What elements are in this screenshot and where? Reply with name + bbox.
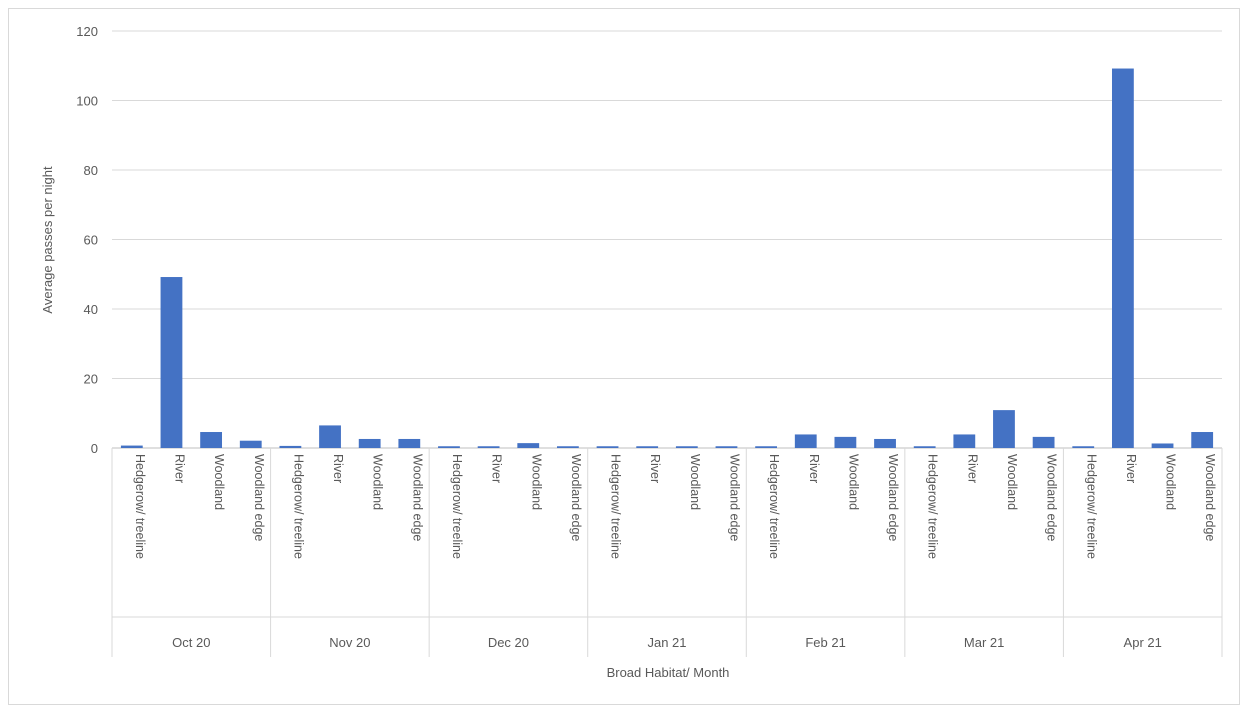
y-tick-label: 0	[91, 441, 98, 456]
bar	[675, 446, 698, 448]
category-label: Woodland edge	[410, 454, 424, 541]
bar	[913, 446, 936, 448]
bar	[358, 438, 381, 448]
bar	[715, 446, 738, 448]
category-label: River	[172, 454, 186, 483]
bar	[1151, 443, 1174, 448]
group-label: Mar 21	[964, 635, 1004, 650]
bar	[834, 436, 857, 448]
category-label: River	[1124, 454, 1138, 483]
category-label: Woodland edge	[1203, 454, 1217, 541]
category-label: River	[490, 454, 504, 483]
category-label: Woodland	[371, 454, 385, 510]
category-label: Hedgerow/ treeline	[609, 454, 623, 559]
y-axis-title: Average passes per night	[40, 166, 55, 314]
group-labels: Oct 20 Nov 20 Dec 20 Jan 21 Feb 21 Mar 21 Apr …	[172, 635, 1162, 650]
bar	[160, 277, 183, 448]
bar	[993, 410, 1015, 448]
category-label: Woodland	[846, 454, 860, 510]
x-axis-title: Broad Habitat/ Month	[607, 665, 730, 680]
group-label: Feb 21	[805, 635, 845, 650]
category-label: Hedgerow/ treeline	[450, 454, 464, 559]
category-labels: Hedgerow/ treeline River Woodland Woodland …	[133, 454, 1217, 559]
category-label: Woodland	[1005, 454, 1019, 510]
y-tick-labels: 0 20 40 60 80 100 120	[76, 24, 98, 456]
bar	[477, 446, 500, 448]
bar	[755, 446, 778, 448]
bar	[794, 434, 817, 448]
bar	[556, 446, 579, 448]
bar	[398, 438, 421, 448]
gridlines	[111, 30, 1223, 657]
bar	[319, 425, 341, 448]
category-label: River	[965, 454, 979, 483]
category-label: River	[648, 454, 662, 483]
category-label: Woodland edge	[727, 454, 741, 541]
y-tick-label: 120	[76, 24, 98, 39]
category-label: Woodland edge	[252, 454, 266, 541]
category-label: Woodland	[529, 454, 543, 510]
y-tick-label: 40	[84, 302, 98, 317]
category-label: River	[807, 454, 821, 483]
bar	[517, 443, 540, 448]
y-tick-label: 100	[76, 94, 98, 109]
bar	[1111, 68, 1134, 448]
bars	[120, 68, 1214, 448]
group-label: Jan 21	[647, 635, 686, 650]
group-label: Nov 20	[329, 635, 370, 650]
bar	[279, 445, 302, 448]
category-label: Woodland edge	[1045, 454, 1059, 541]
category-label: Woodland	[1164, 454, 1178, 510]
bar	[1032, 436, 1055, 448]
chart-frame	[8, 8, 1240, 705]
group-label: Dec 20	[488, 635, 529, 650]
category-label: Hedgerow/ treeline	[767, 454, 781, 559]
category-label: Hedgerow/ treeline	[291, 454, 305, 559]
category-label: Woodland	[212, 454, 226, 510]
category-label: Hedgerow/ treeline	[133, 454, 147, 559]
bar	[953, 434, 976, 448]
y-tick-label: 60	[84, 233, 98, 248]
bar	[438, 446, 460, 448]
category-label: Woodland edge	[569, 454, 583, 541]
bar	[1072, 446, 1095, 448]
group-label: Oct 20	[172, 635, 210, 650]
bar	[120, 445, 143, 448]
bar	[874, 438, 896, 448]
bar	[596, 446, 619, 448]
category-label: Woodland	[688, 454, 702, 510]
category-label: River	[331, 454, 345, 483]
category-label: Woodland edge	[886, 454, 900, 541]
bar	[239, 440, 262, 448]
bar	[200, 432, 223, 448]
bar	[1191, 432, 1214, 448]
bar	[636, 446, 659, 448]
group-label: Apr 21	[1124, 635, 1162, 650]
y-tick-label: 20	[84, 372, 98, 387]
y-tick-label: 80	[84, 163, 98, 178]
category-label: Hedgerow/ treeline	[1084, 454, 1098, 559]
category-label: Hedgerow/ treeline	[926, 454, 940, 559]
